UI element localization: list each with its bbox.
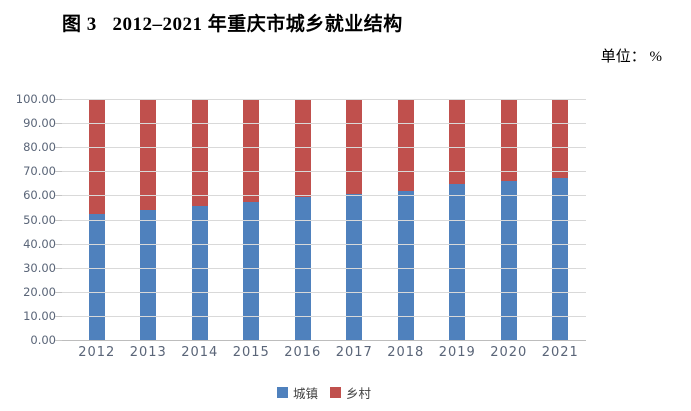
bar-segment-urban [88, 214, 105, 340]
bar-segment-urban [500, 181, 517, 340]
bar-segment-urban [397, 191, 414, 340]
bar-cell [226, 99, 278, 340]
y-tick-label: 0.00 [30, 333, 56, 347]
bar-2012 [88, 99, 105, 340]
y-tick-label: 80.00 [23, 140, 56, 155]
bar-segment-urban [346, 194, 363, 340]
unit-label: 单位： % [600, 49, 662, 65]
legend-swatch-icon [276, 387, 288, 398]
y-tick-mark [55, 340, 62, 341]
bar-2015 [243, 99, 260, 340]
x-axis-labels: 2012 2013 2014 2015 2016 2017 2018 2019 2020 2021 [62, 345, 586, 360]
bar-2021 [552, 99, 569, 340]
chart-title: 图 3 2012–2021 年重庆市城乡就业结构 [62, 14, 403, 35]
bar-2014 [191, 99, 208, 340]
y-tick-mark [55, 171, 62, 173]
bar-cell [329, 99, 381, 340]
legend-label: 乡村 [346, 386, 372, 401]
y-tick-mark [55, 243, 62, 245]
bar-segment-rural [449, 99, 466, 185]
y-tick-mark [55, 123, 62, 125]
bar-2017 [346, 99, 363, 340]
x-tick-label: 2012 [78, 345, 116, 360]
bar-segment-rural [243, 99, 260, 203]
gridline [62, 291, 586, 293]
gridline [62, 123, 586, 125]
bar-segment-urban [140, 210, 157, 340]
bar-cell [483, 99, 535, 340]
bar-cell [71, 99, 123, 340]
gridline [62, 315, 586, 317]
gridline [62, 99, 586, 100]
y-tick-label: 40.00 [23, 236, 56, 251]
x-tick-label: 2021 [541, 345, 579, 360]
y-tick-label: 60.00 [23, 188, 56, 203]
bar-2020 [500, 99, 517, 340]
bar-cell [174, 99, 226, 340]
bar-segment-rural [88, 99, 105, 215]
bar-2013 [140, 99, 157, 340]
gridline [62, 243, 586, 245]
y-tick-label: 10.00 [23, 308, 56, 323]
y-tick-mark [55, 291, 62, 293]
bar-segment-rural [140, 99, 157, 211]
y-tick-mark [55, 99, 62, 100]
bar-segment-rural [346, 99, 363, 195]
gridline [62, 171, 586, 173]
gridline [62, 267, 586, 269]
y-tick-mark [55, 267, 62, 269]
x-tick-label: 2013 [129, 345, 167, 360]
y-tick-label: 70.00 [23, 164, 56, 179]
legend-item-乡村: 乡村 [330, 383, 371, 402]
bar-cell [432, 99, 484, 340]
legend-swatch-icon [330, 387, 341, 398]
legend-item-城镇: 城镇 [276, 383, 318, 402]
legend-label: 城镇 [292, 386, 318, 401]
y-tick-label: 100.00 [15, 92, 56, 106]
bar-segment-rural [500, 99, 517, 182]
x-tick-label: 2017 [335, 345, 373, 360]
bar-segment-urban [191, 205, 208, 340]
x-tick-label: 2015 [232, 345, 270, 360]
y-axis-labels: 100.00 90.00 80.00 70.00 60.00 50.00 40.00 30.0… [0, 92, 56, 347]
bar-segment-rural [552, 99, 569, 179]
bar-cell [535, 99, 587, 340]
gridline [62, 195, 586, 197]
bar-2019 [449, 99, 466, 340]
gridline [62, 147, 586, 149]
y-tick-label: 50.00 [23, 212, 56, 227]
y-tick-label: 90.00 [23, 116, 56, 131]
y-tick-mark [55, 315, 62, 317]
bar-segment-urban [552, 178, 569, 340]
bars-row [62, 99, 586, 340]
x-tick-label: 2016 [284, 345, 322, 360]
bar-cell [123, 99, 175, 340]
bar-segment-rural [397, 99, 414, 192]
x-tick-label: 2020 [490, 345, 528, 360]
plot-area [55, 99, 586, 341]
bar-segment-rural [191, 99, 208, 206]
x-tick-label: 2019 [438, 345, 476, 360]
y-tick-label: 30.00 [23, 260, 56, 275]
x-tick-label: 2014 [181, 345, 219, 360]
y-tick-label: 20.00 [23, 284, 56, 299]
gridline [62, 219, 586, 221]
y-tick-mark [55, 219, 62, 221]
bar-segment-urban [243, 202, 260, 340]
y-tick-mark [55, 195, 62, 197]
bar-segment-urban [449, 184, 466, 340]
bar-2018 [397, 99, 414, 340]
y-tick-mark [55, 147, 62, 149]
x-tick-label: 2018 [387, 345, 425, 360]
bar-cell [380, 99, 432, 340]
chart-legend: 城镇 乡村 [62, 383, 586, 402]
